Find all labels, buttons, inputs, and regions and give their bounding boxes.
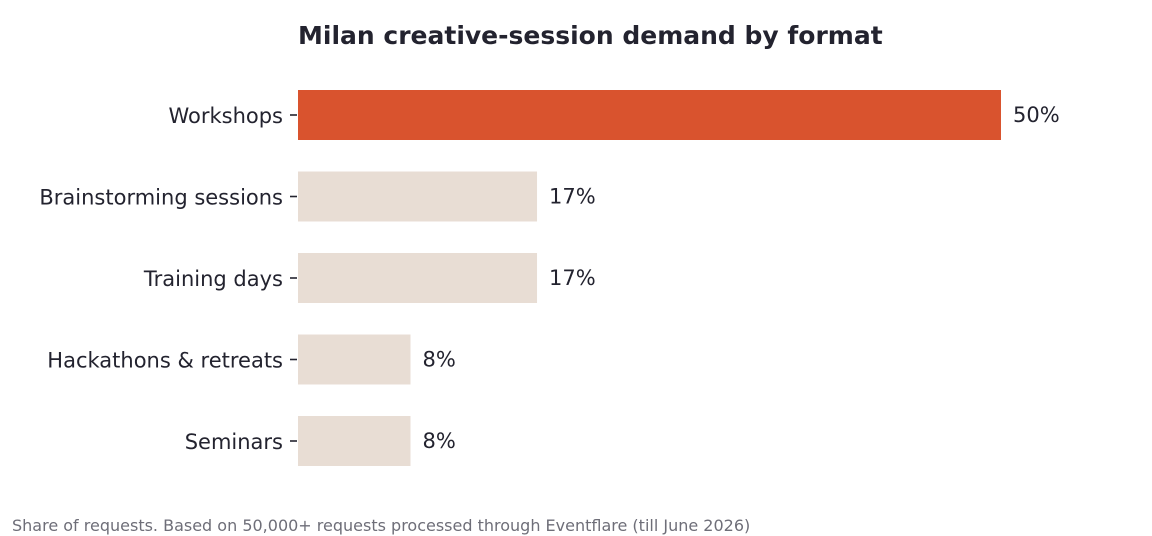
- y-tick-label-hackathons-and-retreats: Hackathons & retreats: [47, 349, 283, 373]
- y-axis: Workshops Brainstorming sessions Training …: [39, 104, 297, 454]
- y-tick-label-workshops: Workshops: [168, 104, 283, 128]
- bar-training-days: [298, 253, 538, 303]
- bar-hackathons-and-retreats: [298, 334, 411, 385]
- data-label-seminars: 8%: [422, 429, 455, 453]
- y-tick-label-training-days: Training days: [143, 267, 283, 291]
- data-label-hackathons-and-retreats: 8%: [422, 348, 455, 372]
- data-labels-group: 50% 17% 17% 8% 8%: [422, 103, 1059, 453]
- chart-title: Milan creative-session demand by format: [298, 21, 883, 50]
- y-tick-label-seminars: Seminars: [185, 430, 283, 454]
- data-label-brainstorming-sessions: 17%: [549, 185, 596, 209]
- chart-footnote: Share of requests. Based on 50,000+ requ…: [12, 516, 750, 535]
- bars-group: [298, 90, 1001, 466]
- bar-workshops: [298, 90, 1001, 140]
- data-label-workshops: 50%: [1013, 103, 1060, 127]
- bar-brainstorming-sessions: [298, 171, 538, 222]
- y-tick-label-brainstorming-sessions: Brainstorming sessions: [39, 186, 283, 210]
- bar-seminars: [298, 416, 411, 466]
- data-label-training-days: 17%: [549, 266, 596, 290]
